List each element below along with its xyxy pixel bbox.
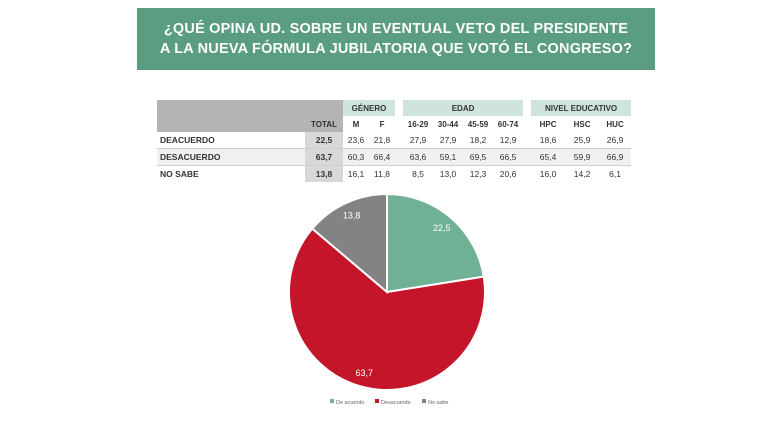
- pie-slice-de-acuerdo: [386, 192, 485, 294]
- col-header-30-44: 30-44: [437, 119, 459, 129]
- col-header-hpc: HPC: [539, 119, 557, 129]
- col-header-hsc: HSC: [573, 119, 591, 129]
- group-header-row: GÉNERO EDAD NIVEL EDUCATIVO: [157, 100, 632, 132]
- table-cell: 63,6: [403, 149, 434, 166]
- col-header-total: TOTAL: [305, 116, 343, 132]
- legend-item-desacuerdo: Desacuerdo: [375, 399, 411, 406]
- table-cell: 11,8: [374, 169, 390, 179]
- table-cell: 14,2: [573, 169, 591, 179]
- col-header-m: M: [352, 119, 360, 129]
- legend-label: No sabe: [428, 400, 449, 406]
- legend-swatch: [422, 399, 426, 403]
- table-cell: 63,7: [305, 149, 343, 166]
- table-cell: 59,1: [433, 149, 464, 166]
- table-cell: 21,8: [369, 132, 396, 149]
- pie-slice-desacuerdo: [288, 227, 486, 391]
- row-label: NO SABE: [160, 169, 199, 179]
- table-cell: 60,3: [343, 149, 369, 166]
- pie-data-label: 63,7: [355, 368, 373, 378]
- table-cell: 18,2: [463, 132, 494, 149]
- legend-swatch: [375, 399, 379, 403]
- table-cell: 26,9: [599, 132, 632, 149]
- legend-item-de-acuerdo: De acuerdo: [330, 399, 364, 406]
- col-header-45-59: 45-59: [467, 119, 489, 129]
- legend-label: De acuerdo: [336, 400, 364, 406]
- table-cell: 59,9: [565, 149, 600, 166]
- title-banner: ¿QUÉ OPINA UD. SOBRE UN EVENTUAL VETO DE…: [137, 8, 655, 70]
- table-cell: 13,8: [305, 166, 343, 182]
- table-cell: 13,0: [439, 169, 457, 179]
- title-line-2: A LA NUEVA FÓRMULA JUBILATORIA QUE VOTÓ …: [159, 41, 633, 57]
- pie-data-label: 22,5: [433, 223, 451, 233]
- header-blank: [157, 100, 305, 132]
- col-header-16-29: 16-29: [407, 119, 429, 129]
- table-cell: 22,5: [305, 132, 343, 149]
- row-label: DESACUERDO: [157, 149, 305, 166]
- col-header-60-74: 60-74: [497, 119, 519, 129]
- col-header-f: F: [379, 119, 385, 129]
- table-cell: 23,6: [343, 132, 369, 149]
- column-header-row: TOTAL M F 16-29 30-44 45-59 60-74 HPC HS…: [157, 116, 631, 132]
- table-cell: 66,4: [369, 149, 396, 166]
- group-edad: EDAD: [403, 100, 524, 116]
- table-cell: 65,4: [531, 149, 566, 166]
- group-genero: GÉNERO: [343, 100, 396, 116]
- table-cell: 6,1: [609, 169, 621, 179]
- col-header-huc: HUC: [606, 119, 624, 129]
- row-label: DEACUERDO: [157, 132, 305, 149]
- pie-slice-no-sabe: [310, 192, 388, 295]
- table-cell: 18,6: [531, 132, 566, 149]
- table-cell: 16,0: [539, 169, 557, 179]
- group-nivel-educativo: NIVEL EDUCATIVO: [531, 100, 632, 116]
- table-cell: 66,5: [493, 149, 524, 166]
- table-cell: 27,9: [403, 132, 434, 149]
- table-cell: 69,5: [463, 149, 494, 166]
- results-table: GÉNERO EDAD NIVEL EDUCATIVO TOTAL M F 16…: [157, 100, 632, 182]
- table-row: DESACUERDO 63,7 60,3 66,4 63,6 59,1 69,5…: [157, 149, 632, 166]
- table-cell: 66,9: [599, 149, 632, 166]
- pie-data-label: 13,8: [343, 211, 361, 221]
- legend-swatch: [330, 399, 334, 403]
- title-line-1: ¿QUÉ OPINA UD. SOBRE UN EVENTUAL VETO DE…: [163, 21, 629, 37]
- table-row: DEACUERDO 22,5 23,6 21,8 27,9 27,9 18,2 …: [157, 132, 632, 149]
- table-cell: 27,9: [433, 132, 464, 149]
- table-cell: 12,3: [469, 169, 487, 179]
- legend-label: Desacuerdo: [381, 400, 411, 406]
- table-row: NO SABE 13,8 16,1 11,8 8,5 13,0 12,3 20,…: [157, 166, 631, 182]
- table-cell: 8,5: [412, 169, 424, 179]
- table-cell: 25,9: [565, 132, 600, 149]
- table-cell: 16,1: [347, 169, 365, 179]
- table-cell: 20,6: [499, 169, 517, 179]
- legend-item-no-sabe: No sabe: [422, 399, 449, 406]
- table-cell: 12,9: [493, 132, 524, 149]
